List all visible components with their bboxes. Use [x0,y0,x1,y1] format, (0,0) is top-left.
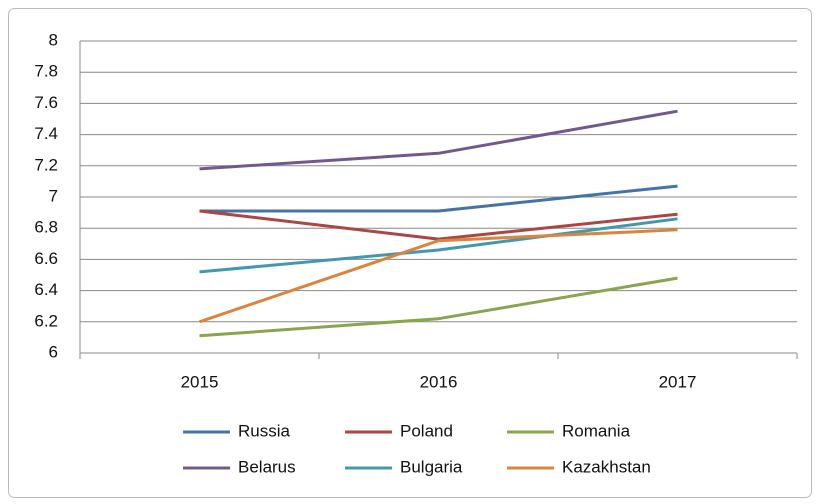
y-tick-label: 7 [49,186,58,205]
series-line [199,217,678,274]
x-tick-label: 2017 [659,372,697,391]
y-tick-label: 7.8 [34,62,58,81]
x-tick-label: 2016 [420,372,458,391]
y-tick-label: 6.6 [34,249,58,268]
series-line [199,209,678,241]
series-line [199,228,678,324]
y-tick-label: 6.2 [34,311,58,330]
legend-label: Kazakhstan [562,457,651,476]
legend-label: Romania [562,421,631,440]
legend-label: Belarus [238,457,296,476]
legend-label: Bulgaria [400,457,463,476]
series-line [199,184,678,213]
series-line [199,276,678,338]
y-tick-label: 7.6 [34,93,58,112]
y-tick-label: 7.4 [34,124,58,143]
y-tick-label: 7.2 [34,155,58,174]
y-tick-label: 6.8 [34,218,58,237]
legend-label: Russia [238,421,291,440]
series-line [199,109,678,171]
legend-label: Poland [400,421,453,440]
y-tick-label: 6.4 [34,280,58,299]
x-tick-label: 2015 [181,372,219,391]
y-tick-label: 6 [49,342,58,361]
y-tick-label: 8 [49,30,58,49]
